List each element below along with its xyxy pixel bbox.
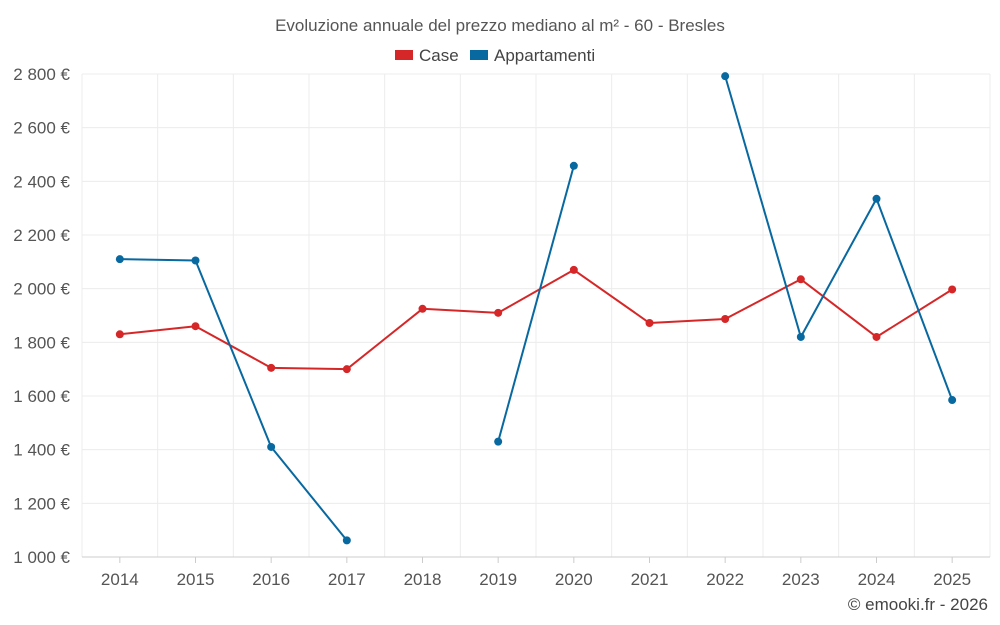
- x-tick-label: 2018: [404, 570, 442, 589]
- y-tick-label: 1 800 €: [13, 333, 70, 352]
- legend-swatch-appartamenti: [470, 50, 488, 60]
- chart-title: Evoluzione annuale del prezzo mediano al…: [275, 16, 725, 35]
- legend-item-appartamenti[interactable]: Appartamenti: [470, 46, 595, 65]
- legend-label-case: Case: [419, 46, 459, 65]
- x-tick-label: 2016: [252, 570, 290, 589]
- y-tick-label: 2 600 €: [13, 119, 70, 138]
- x-tick-label: 2024: [858, 570, 896, 589]
- y-tick-label: 1 400 €: [13, 441, 70, 460]
- x-tick-label: 2020: [555, 570, 593, 589]
- y-tick-label: 2 200 €: [13, 226, 70, 245]
- data-point-case[interactable]: [115, 330, 124, 339]
- data-point-appartamenti[interactable]: [948, 396, 957, 405]
- data-point-case[interactable]: [267, 363, 276, 372]
- data-point-appartamenti[interactable]: [872, 194, 881, 203]
- x-tick-label: 2019: [479, 570, 517, 589]
- x-tick-label: 2014: [101, 570, 139, 589]
- series-layer: [115, 72, 957, 545]
- y-tick-label: 1 000 €: [13, 548, 70, 567]
- data-point-appartamenti[interactable]: [721, 72, 730, 81]
- x-tick-label: 2017: [328, 570, 366, 589]
- legend: Case Appartamenti: [395, 46, 595, 65]
- data-point-appartamenti[interactable]: [494, 437, 503, 446]
- y-tick-label: 2 000 €: [13, 280, 70, 299]
- series-line-appartamenti: [724, 75, 954, 401]
- data-point-case[interactable]: [191, 322, 200, 331]
- data-point-appartamenti[interactable]: [267, 442, 276, 451]
- credit-text: © emooki.fr - 2026: [848, 595, 988, 614]
- data-point-case[interactable]: [872, 332, 881, 341]
- data-point-case[interactable]: [342, 365, 351, 374]
- y-tick-label: 2 800 €: [13, 65, 70, 84]
- data-point-appartamenti[interactable]: [569, 161, 578, 170]
- y-tick-label: 1 600 €: [13, 387, 70, 406]
- y-tick-label: 2 400 €: [13, 172, 70, 191]
- data-point-case[interactable]: [569, 265, 578, 274]
- data-point-appartamenti[interactable]: [115, 255, 124, 264]
- series-line-case: [119, 268, 953, 371]
- y-tick-label: 1 200 €: [13, 494, 70, 513]
- grid-layer: [81, 73, 991, 558]
- data-point-appartamenti[interactable]: [191, 256, 200, 265]
- series-line-appartamenti: [497, 165, 575, 442]
- data-point-appartamenti[interactable]: [796, 332, 805, 341]
- legend-label-appartamenti: Appartamenti: [494, 46, 595, 65]
- data-point-case[interactable]: [494, 308, 503, 317]
- axis-layer: 1 000 € 1 200 € 1 400 € 1 600 € 1 800 € 2 000…: [13, 65, 971, 589]
- data-point-appartamenti[interactable]: [342, 536, 351, 545]
- x-tick-label: 2023: [782, 570, 820, 589]
- legend-item-case[interactable]: Case: [395, 46, 459, 65]
- data-point-case[interactable]: [645, 319, 654, 328]
- series-line-appartamenti: [119, 258, 348, 541]
- data-point-case[interactable]: [948, 285, 957, 294]
- data-point-case[interactable]: [418, 304, 427, 313]
- data-point-case[interactable]: [796, 275, 805, 284]
- x-tick-label: 2025: [933, 570, 971, 589]
- data-point-case[interactable]: [721, 314, 730, 323]
- x-tick-label: 2022: [706, 570, 744, 589]
- legend-swatch-case: [395, 50, 413, 60]
- x-tick-label: 2021: [631, 570, 669, 589]
- x-tick-label: 2015: [177, 570, 215, 589]
